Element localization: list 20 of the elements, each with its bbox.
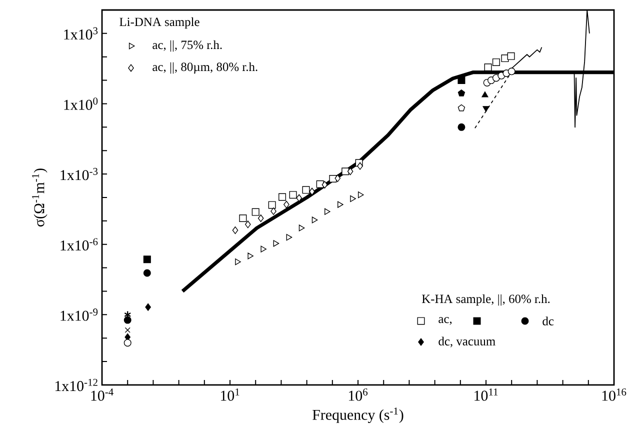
y-axis-title: σ(Ω$^{-1}$m$^{-1}$) [32, 168, 48, 227]
y-tick-label: 1x10$^{-3}$ [60, 168, 98, 180]
y-tick-label: 1x10$^{0}$ [64, 98, 98, 110]
x-tick-label: 10$^{-4}$ [91, 388, 114, 401]
x-tick-label: 10$^{6}$ [348, 388, 368, 401]
y-tick-label: 1x10$^{-6}$ [60, 238, 98, 250]
annotation: K-HA sample, ||, 60% r.h. [422, 294, 550, 306]
x-tick-label: 10$^{16}$ [602, 388, 626, 401]
x-axis-title: Frequency (s$^{-1}$) [312, 408, 404, 423]
y-tick-label: 1x10$^{3}$ [64, 27, 98, 40]
x-tick-label: 10$^{1}$ [220, 388, 240, 401]
legend-label: dc [542, 316, 554, 326]
y-tick-label: 1x10$^{-9}$ [60, 308, 98, 321]
annotation: Li-DNA sample [120, 17, 200, 29]
legend-label: dc, vacuum [438, 336, 496, 348]
legend-label: ac, ||, 80µm, 80% r.h. [152, 62, 258, 74]
legend-label: ac, [438, 317, 452, 325]
y-tick-label: 1x10$^{-12}$ [55, 378, 98, 392]
x-tick-label: 10$^{11}$ [474, 388, 498, 401]
legend-label: ac, ||, 75% r.h. [152, 40, 222, 52]
